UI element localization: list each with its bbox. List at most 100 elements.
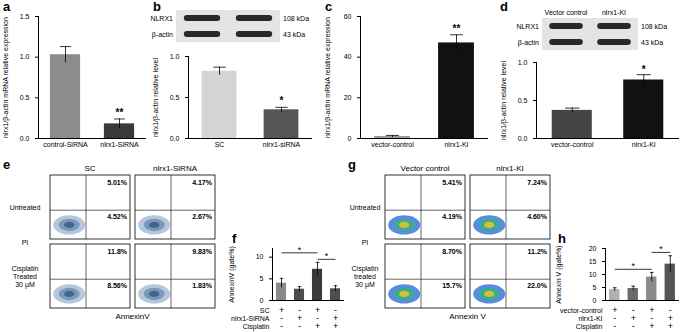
svg-text:20: 20 [344, 94, 352, 101]
svg-text:nlrx1-KI: nlrx1-KI [496, 164, 524, 173]
svg-text:1.5: 1.5 [20, 13, 30, 20]
svg-text:0.5: 0.5 [170, 94, 180, 101]
svg-text:10: 10 [256, 253, 264, 260]
svg-text:nlrx1-KI: nlrx1-KI [602, 9, 626, 16]
svg-text:0.0: 0.0 [20, 135, 30, 142]
svg-text:*: * [631, 261, 635, 271]
svg-text:5: 5 [593, 284, 597, 291]
svg-text:*: * [280, 95, 284, 106]
svg-text:30 μM: 30 μM [355, 281, 375, 289]
svg-text:5.01%: 5.01% [107, 179, 128, 186]
svg-text:SC: SC [215, 141, 225, 148]
svg-text:**: ** [116, 107, 124, 118]
svg-text:10: 10 [589, 271, 597, 278]
svg-text:treated: treated [354, 273, 376, 280]
svg-text:-: - [280, 321, 283, 331]
svg-text:nlrx1/β-actin relative level: nlrx1/β-actin relative level [500, 61, 508, 141]
svg-text:9.83%: 9.83% [192, 248, 213, 255]
svg-text:nlrx1-KI: nlrx1-KI [578, 315, 602, 322]
svg-text:β-actin: β-actin [152, 31, 173, 39]
svg-text:Cisplatin: Cisplatin [12, 265, 39, 273]
svg-text:15: 15 [589, 258, 597, 265]
svg-text:1.0: 1.0 [518, 59, 528, 66]
svg-text:nlrx1-SiRNA: nlrx1-SiRNA [100, 141, 139, 148]
svg-text:vector-control: vector-control [551, 141, 594, 148]
svg-text:1.0: 1.0 [20, 53, 30, 60]
svg-text:15.7%: 15.7% [442, 282, 463, 289]
svg-text:nlrx1-SiRNA: nlrx1-SiRNA [231, 315, 270, 322]
svg-text:5.41%: 5.41% [442, 179, 463, 186]
svg-text:20: 20 [589, 245, 597, 252]
svg-text:8.56%: 8.56% [107, 282, 128, 289]
svg-text:AnnexinV: AnnexinV [115, 312, 150, 321]
svg-text:NLRX1: NLRX1 [516, 23, 539, 30]
svg-text:40: 40 [344, 53, 352, 60]
svg-text:Cisplatin: Cisplatin [243, 323, 270, 331]
svg-text:0.5: 0.5 [518, 97, 528, 104]
svg-text:control-SiRNA: control-SiRNA [43, 141, 88, 148]
svg-text:nlrx1/β-actin relative level: nlrx1/β-actin relative level [152, 58, 160, 138]
svg-text:0: 0 [260, 297, 264, 304]
svg-text:nlrx1-SiRNA: nlrx1-SiRNA [153, 164, 198, 173]
svg-text:PI: PI [22, 239, 29, 246]
svg-text:4.52%: 4.52% [107, 213, 128, 220]
svg-text:30 μM: 30 μM [15, 281, 35, 289]
svg-text:**: ** [453, 23, 461, 34]
svg-text:43 kDa: 43 kDa [641, 39, 663, 46]
svg-text:Untreated: Untreated [10, 204, 41, 211]
svg-text:7.24%: 7.24% [527, 179, 548, 186]
svg-text:*: * [298, 245, 302, 255]
svg-text:vector-control: vector-control [560, 307, 603, 314]
svg-text:*: * [642, 64, 646, 75]
svg-text:0.5: 0.5 [20, 94, 30, 101]
svg-text:nlrx1-KI: nlrx1-KI [444, 141, 468, 148]
svg-text:+: + [668, 321, 673, 331]
svg-text:0.0: 0.0 [170, 135, 180, 142]
svg-text:+: + [333, 321, 338, 331]
svg-text:β-actin: β-actin [518, 39, 539, 47]
svg-text:-: - [613, 321, 616, 331]
svg-text:-: - [632, 321, 635, 331]
svg-text:8.70%: 8.70% [442, 248, 463, 255]
svg-text:vector-control: vector-control [371, 141, 414, 148]
svg-text:4.19%: 4.19% [442, 213, 463, 220]
svg-text:11.2%: 11.2% [528, 248, 548, 255]
svg-text:NLRX1: NLRX1 [150, 15, 173, 22]
svg-text:5: 5 [260, 275, 264, 282]
svg-text:nlrx1-KI: nlrx1-KI [632, 141, 656, 148]
svg-text:+: + [315, 321, 320, 331]
svg-text:0: 0 [593, 297, 597, 304]
svg-text:Treated: Treated [13, 273, 37, 280]
svg-text:nlrx1/β-actin mRNA relative ex: nlrx1/β-actin mRNA relative expression [324, 17, 332, 138]
svg-text:*: * [659, 244, 663, 254]
svg-text:1.83%: 1.83% [192, 282, 213, 289]
svg-text:Untreated: Untreated [350, 204, 381, 211]
svg-text:43 kDa: 43 kDa [283, 31, 305, 38]
svg-text:108 kDa: 108 kDa [641, 23, 667, 30]
svg-text:60: 60 [344, 13, 352, 20]
svg-text:*: * [325, 251, 329, 261]
svg-text:SC: SC [260, 307, 270, 314]
svg-text:1.0: 1.0 [170, 53, 180, 60]
svg-text:0.0: 0.0 [518, 135, 528, 142]
svg-text:SC: SC [84, 164, 95, 173]
svg-text:2.67%: 2.67% [192, 213, 213, 220]
svg-text:Annexin V (gate%): Annexin V (gate%) [555, 245, 563, 303]
svg-text:4.17%: 4.17% [192, 179, 213, 186]
svg-text:22.0%: 22.0% [527, 282, 548, 289]
svg-text:Cisplatin: Cisplatin [352, 265, 379, 273]
svg-text:+: + [649, 321, 654, 331]
svg-text:nlrx1/β-actin mRNA relative ex: nlrx1/β-actin mRNA relative expression [2, 17, 10, 138]
svg-text:0: 0 [348, 135, 352, 142]
svg-text:PI: PI [362, 239, 369, 246]
svg-text:4.60%: 4.60% [527, 213, 548, 220]
svg-text:-: - [298, 321, 301, 331]
svg-text:Vector control: Vector control [401, 164, 450, 173]
svg-text:108 kDa: 108 kDa [283, 15, 309, 22]
svg-text:AnnexinV (gate%): AnnexinV (gate%) [228, 246, 236, 302]
svg-text:nlrx1-siRNA: nlrx1-siRNA [263, 141, 301, 148]
svg-text:Cisplatin: Cisplatin [576, 323, 603, 331]
svg-text:Annexin V: Annexin V [449, 312, 486, 321]
svg-text:11.8%: 11.8% [108, 248, 128, 255]
svg-text:Vector control: Vector control [545, 9, 588, 16]
